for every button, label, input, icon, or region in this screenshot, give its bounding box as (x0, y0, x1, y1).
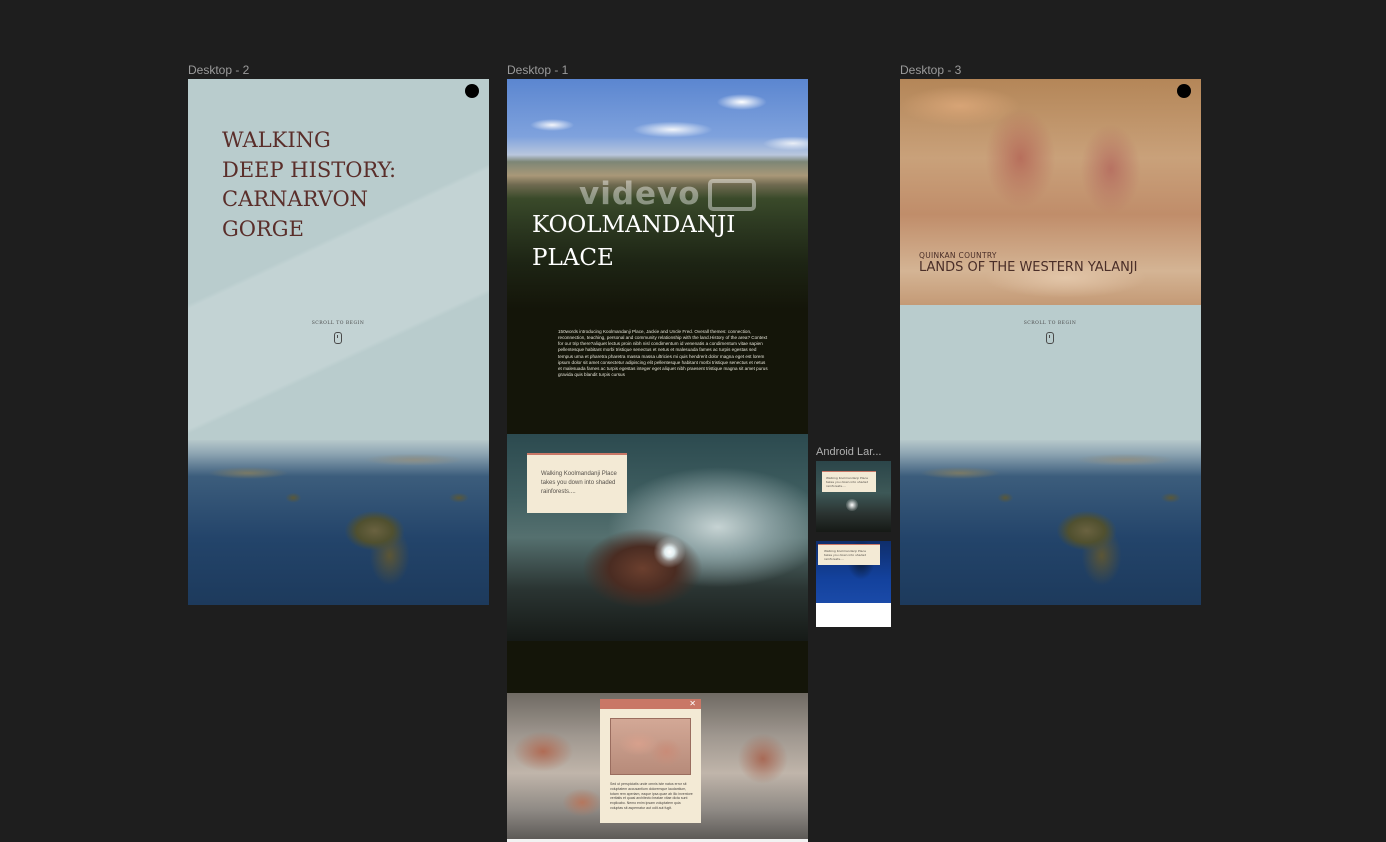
videvo-watermark: videvo (579, 176, 759, 214)
story-card[interactable]: Walking Koolmandanji Place takes you dow… (527, 453, 627, 513)
frame-label-android[interactable]: Android Lar... (816, 446, 882, 458)
aerial-ocean-image (900, 440, 1201, 605)
frame-android-1[interactable]: Walking Koolmandanji Place takes you dow… (816, 461, 891, 532)
title-line: WALKING (222, 128, 331, 152)
page-title: LANDS OF THE WESTERN YALANJI (919, 260, 1138, 275)
frame-desktop-2[interactable]: WALKING DEEP HISTORY: CARNARVON GORGE SC… (188, 79, 489, 605)
frame-desktop-1[interactable]: videvo KOOLMANDANJI PLACE 150words intro… (507, 79, 808, 842)
aerial-ocean-image (188, 440, 489, 605)
watermark-text: videvo (579, 176, 701, 212)
video-camera-icon (708, 179, 756, 211)
android-story-card[interactable]: Walking Koolmandanji Place takes you dow… (818, 544, 880, 565)
title-line: KOOLMANDANJI (532, 212, 736, 238)
frame-label-desktop-2[interactable]: Desktop - 2 (188, 63, 250, 77)
title-line: CARNARVON (222, 187, 369, 211)
mouse-scroll-icon (1046, 332, 1054, 344)
frame-desktop-3[interactable]: QUINKAN COUNTRY LANDS OF THE WESTERN YAL… (900, 79, 1201, 605)
rock-art-header-image (900, 79, 1201, 305)
modal-header-bar: ✕ (600, 699, 701, 709)
title-line: GORGE (222, 216, 304, 241)
page-title: KOOLMANDANJI PLACE (532, 209, 792, 275)
circle-dot-icon[interactable] (465, 84, 479, 98)
hero-landscape-image (507, 79, 808, 309)
close-icon[interactable]: ✕ (689, 699, 696, 708)
scroll-hint[interactable]: SCROLL TO BEGIN (1010, 321, 1090, 344)
page-subtitle: QUINKAN COUNTRY (919, 251, 997, 260)
title-line: PLACE (532, 245, 614, 271)
frame-label-desktop-3[interactable]: Desktop - 3 (900, 63, 962, 77)
page-title: WALKING DEEP HISTORY: CARNARVON GORGE (222, 126, 462, 244)
tent-light (846, 499, 858, 511)
intro-paragraph: 150words introducing Koolmandanji Place,… (558, 329, 768, 378)
circle-dot-icon[interactable] (1177, 84, 1191, 98)
footer-strip (507, 839, 808, 842)
scroll-hint-label: SCROLL TO BEGIN (1023, 321, 1077, 326)
mouse-scroll-icon (334, 332, 342, 344)
story-card-text: Walking Koolmandanji Place takes you dow… (541, 471, 617, 495)
android-card-text: Walking Koolmandanji Place takes you dow… (826, 476, 869, 488)
android-card-text: Walking Koolmandanji Place takes you dow… (824, 549, 867, 561)
frame-android-2[interactable]: Walking Koolmandanji Place takes you dow… (816, 541, 891, 627)
modal-image (610, 718, 691, 775)
background-shape (188, 79, 489, 439)
scroll-hint[interactable]: SCROLL TO BEGIN (298, 321, 378, 344)
modal-text: Sed ut perspiciatis unde omnis iste natu… (610, 782, 693, 810)
frame-label-desktop-1[interactable]: Desktop - 1 (507, 63, 569, 77)
scroll-hint-label: SCROLL TO BEGIN (311, 321, 365, 326)
title-line: DEEP HISTORY: (222, 157, 397, 182)
info-modal[interactable]: ✕ Sed ut perspiciatis unde omnis iste na… (600, 699, 701, 823)
android-story-card[interactable]: Walking Koolmandanji Place takes you dow… (822, 471, 876, 492)
